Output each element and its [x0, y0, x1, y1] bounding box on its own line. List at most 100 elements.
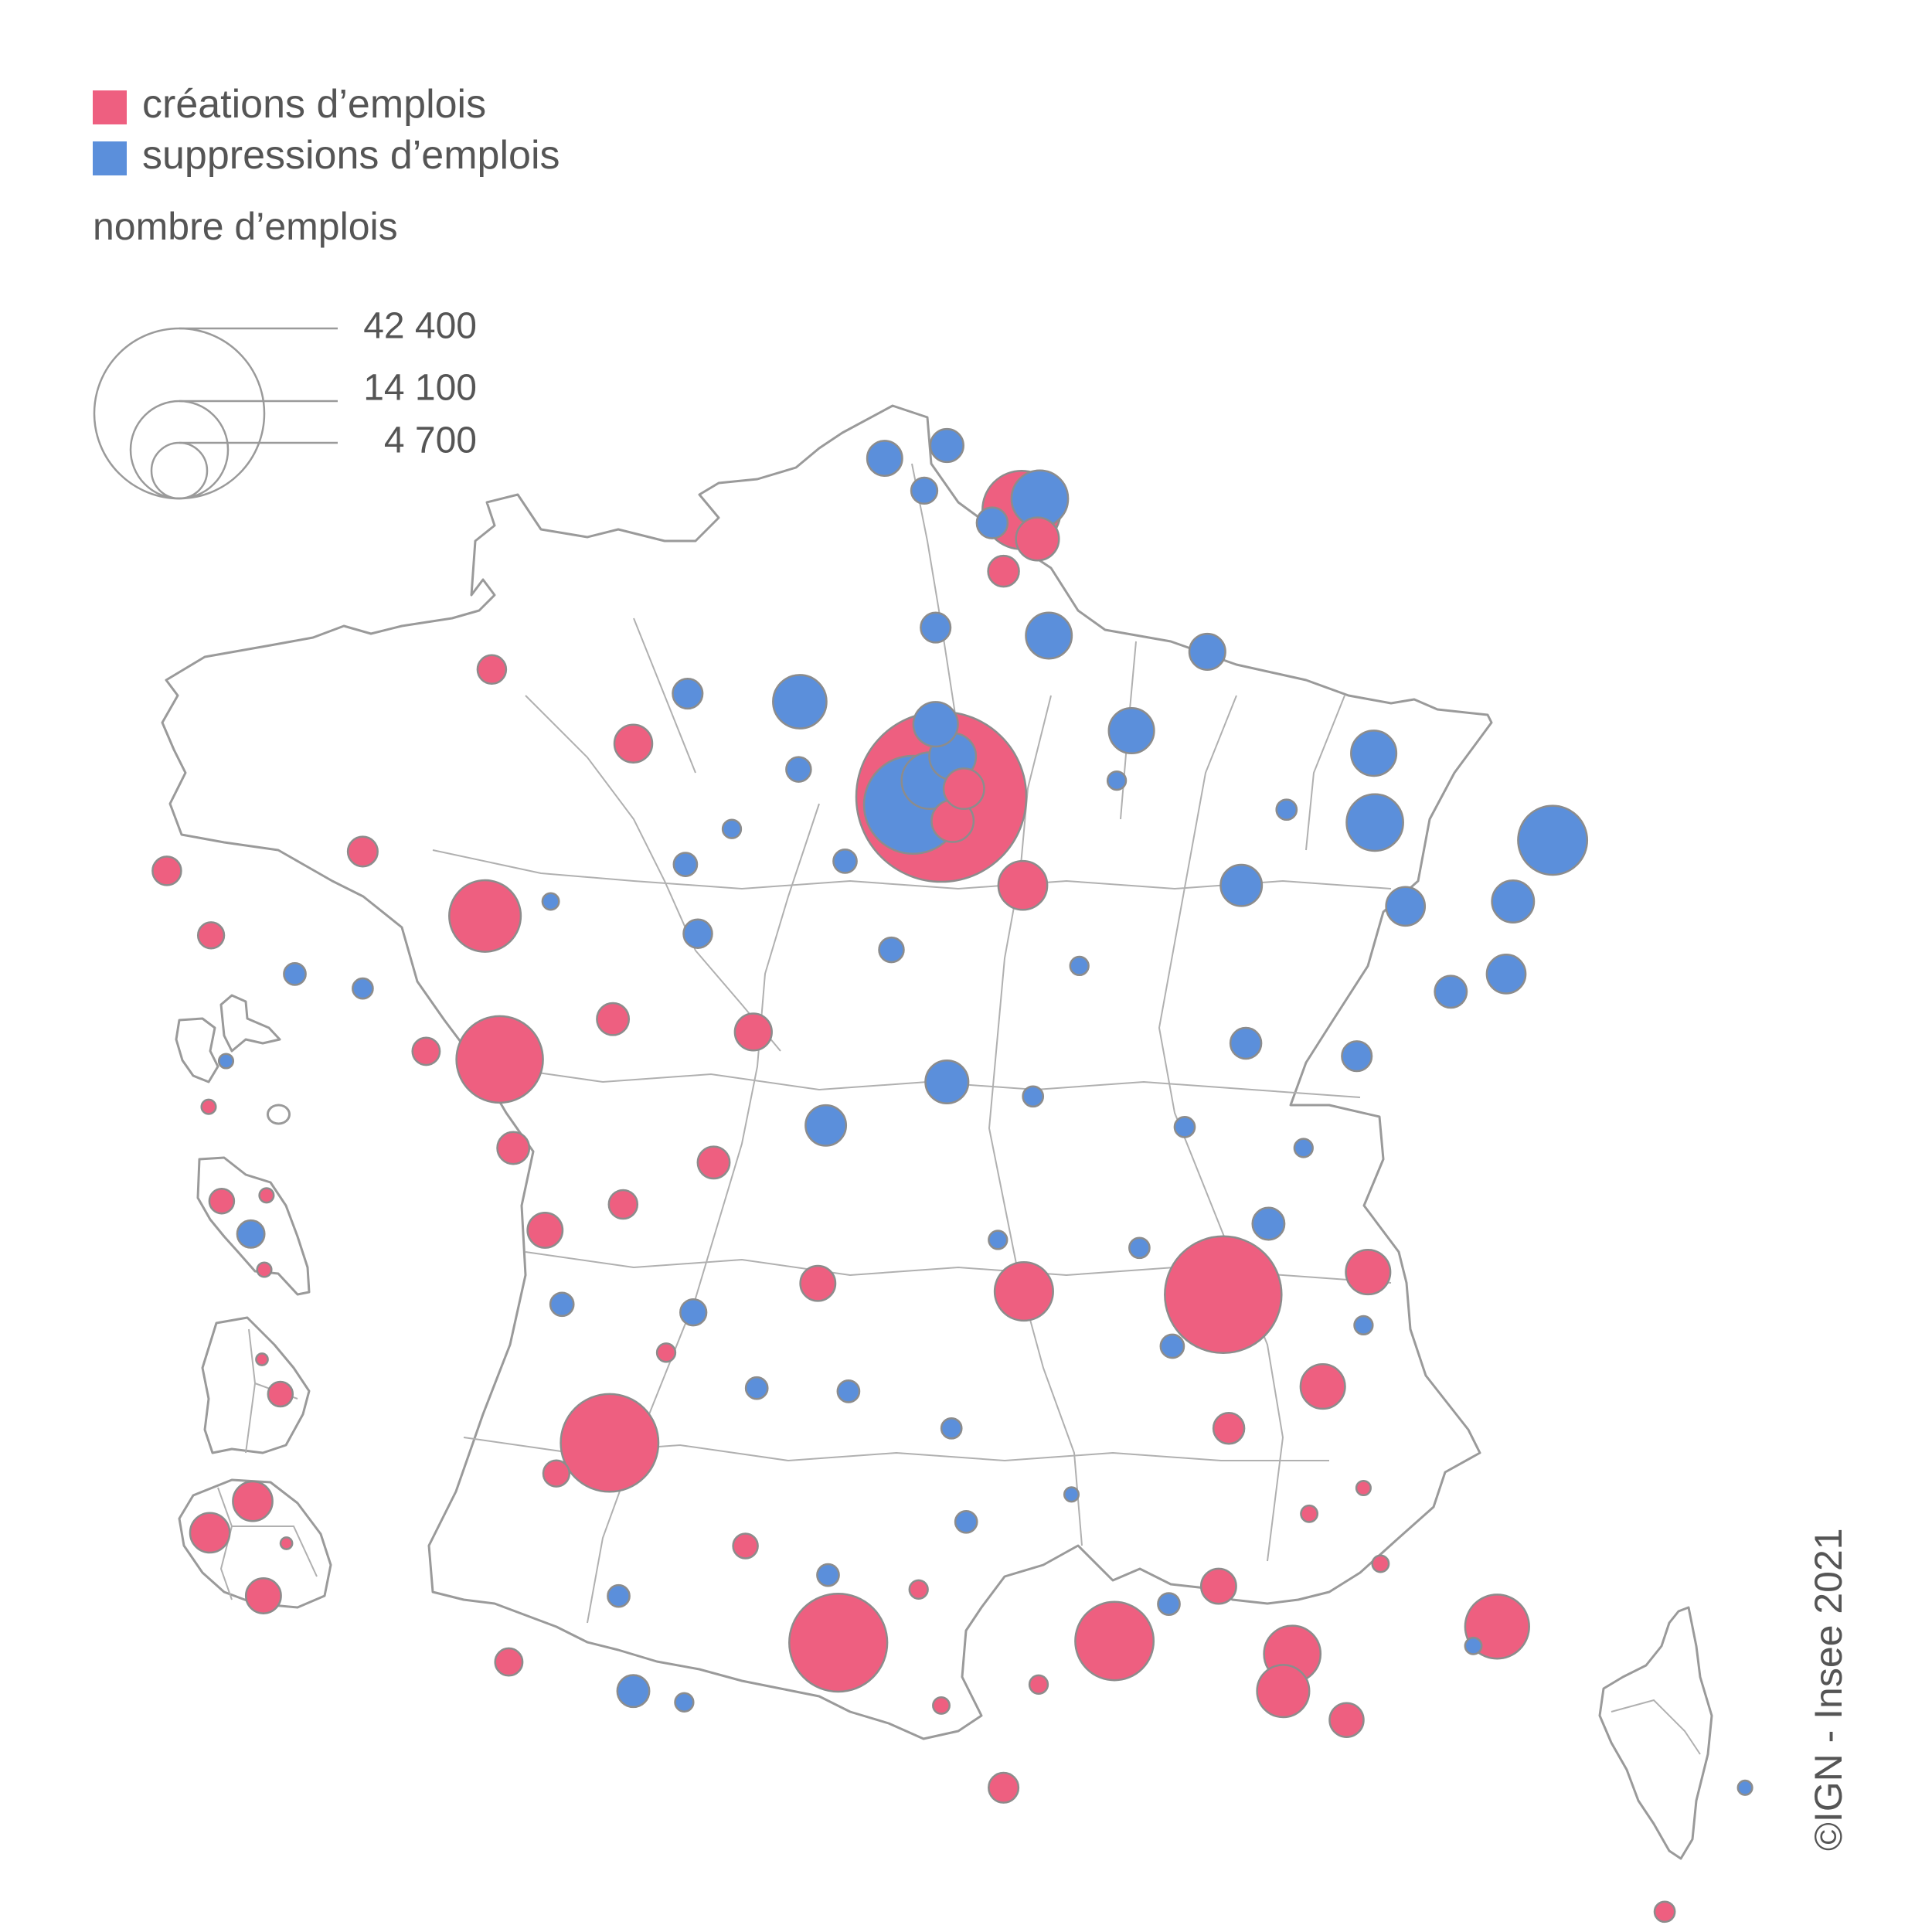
creation-bubble — [560, 1393, 660, 1493]
suppression-bubble — [1345, 793, 1404, 852]
creation-bubble — [1328, 1702, 1365, 1738]
guadeloupe-creation-bubble — [200, 1098, 217, 1115]
creation-bubble — [526, 1211, 564, 1249]
suppression-bubble — [744, 1376, 769, 1400]
size-legend: nombre d’emplois 42 400 14 100 4 700 — [93, 205, 477, 500]
suppression-bubble — [549, 1291, 575, 1318]
suppression-bubble — [785, 756, 812, 783]
creation-bubble — [1299, 1363, 1346, 1410]
creation-bubble — [542, 1459, 571, 1488]
reunion-creation-bubble — [189, 1512, 231, 1554]
suppression-bubble — [672, 678, 704, 710]
corsica — [1598, 1606, 1713, 1860]
size-label-large: 42 400 — [363, 306, 477, 347]
suppression-bubble — [1251, 1206, 1286, 1241]
reunion-creation-bubble — [279, 1536, 294, 1550]
suppression-bubble — [1293, 1138, 1314, 1158]
creation-bubble — [196, 921, 226, 950]
suppression-bubble — [1341, 1040, 1373, 1073]
suppression-bubble — [924, 1059, 970, 1105]
creation-bubble — [1164, 1235, 1283, 1355]
creation-swatch — [93, 90, 127, 124]
martinique-suppression-bubble — [236, 1219, 266, 1249]
suppression-bubble — [679, 1298, 708, 1327]
suppression-bubble — [912, 701, 959, 748]
creation-bubble — [1371, 1554, 1390, 1573]
martinique-creation-bubble — [208, 1187, 236, 1215]
creation-bubble — [988, 1771, 1020, 1804]
bubbles-layer — [151, 427, 1753, 1923]
creation-bubble — [732, 1532, 759, 1560]
creation-bubble — [942, 767, 985, 811]
size-circle-small — [150, 441, 209, 500]
suppression-bubble — [940, 1417, 963, 1440]
creation-bubble — [448, 879, 522, 953]
suppression-bubble — [1229, 1026, 1263, 1060]
guyane-outline — [201, 1316, 311, 1454]
suppression-bubble — [1107, 706, 1155, 755]
suppression-bubble — [616, 1674, 651, 1709]
creation-bubble — [1300, 1504, 1319, 1523]
creation-bubble — [993, 1261, 1054, 1322]
creation-bubble — [1028, 1674, 1049, 1695]
suppression-bubble — [1385, 886, 1427, 927]
creation-bubble — [613, 723, 654, 764]
size-circle-medium — [129, 400, 230, 500]
credit-text: ©IGN - Insee 2021 — [1807, 1528, 1850, 1851]
creation-bubble — [1199, 1567, 1237, 1605]
creation-bubble — [496, 1131, 531, 1165]
suppression-bubble — [1128, 1236, 1151, 1260]
creation-bubble — [733, 1012, 773, 1052]
creation-bubble — [476, 654, 508, 685]
size-circle-large — [93, 327, 266, 500]
martinique-creation-bubble — [258, 1187, 275, 1204]
creation-bubble — [1256, 1664, 1311, 1719]
suppression-bubble — [721, 818, 743, 839]
suppression-bubble — [1106, 770, 1128, 791]
france-outline — [161, 404, 1493, 1740]
creation-bubble — [799, 1264, 837, 1302]
creation-bubble — [346, 835, 379, 868]
suppression-bubble — [607, 1583, 631, 1608]
creation-bubble — [411, 1036, 441, 1066]
suppression-legend-label: suppressions d’emplois — [142, 133, 560, 178]
suppression-bubble — [1736, 1779, 1753, 1796]
suppression-bubble — [1188, 632, 1226, 671]
suppression-bubble — [866, 440, 903, 478]
creation-bubble — [932, 1696, 951, 1715]
suppression-bubble — [1173, 1116, 1196, 1138]
creation-bubble — [596, 1002, 631, 1036]
suppression-bubble — [541, 892, 560, 911]
suppression-bubble — [1025, 611, 1073, 660]
suppression-bubble — [1434, 975, 1468, 1009]
guadeloupe-suppression-bubble — [217, 1053, 235, 1070]
creation-bubble — [655, 1342, 677, 1363]
suppression-bubble — [1157, 1592, 1181, 1616]
size-label-small: 4 700 — [384, 420, 477, 461]
suppression-bubble — [832, 849, 858, 874]
suppression-bubble — [988, 1230, 1009, 1250]
suppression-bubble — [975, 506, 1009, 539]
corsica-inner-border — [1611, 1699, 1701, 1755]
martinique-creation-bubble — [256, 1261, 273, 1278]
creation-bubble — [987, 554, 1020, 588]
creation-bubble — [1015, 516, 1060, 562]
color-legend: créations d’emplois suppressions d’emplo… — [93, 82, 560, 178]
suppression-bubble — [1350, 730, 1398, 777]
suppression-bubble — [910, 476, 939, 505]
creation-bubble — [607, 1189, 639, 1220]
suppression-bubble — [1485, 954, 1527, 995]
suppression-swatch — [93, 141, 127, 175]
suppression-bubble — [352, 977, 374, 1000]
guyane-creation-bubble — [255, 1352, 269, 1366]
suppression-bubble — [672, 852, 699, 877]
creation-bubble — [151, 855, 182, 886]
suppression-bubble — [929, 427, 964, 464]
suppression-bubble — [772, 674, 828, 730]
creation-bubble — [997, 859, 1049, 911]
reunion-inner-borders — [217, 1487, 318, 1600]
suppression-bubble — [1464, 1636, 1483, 1655]
suppression-bubble — [1353, 1315, 1374, 1336]
creation-bubble — [1355, 1479, 1372, 1497]
